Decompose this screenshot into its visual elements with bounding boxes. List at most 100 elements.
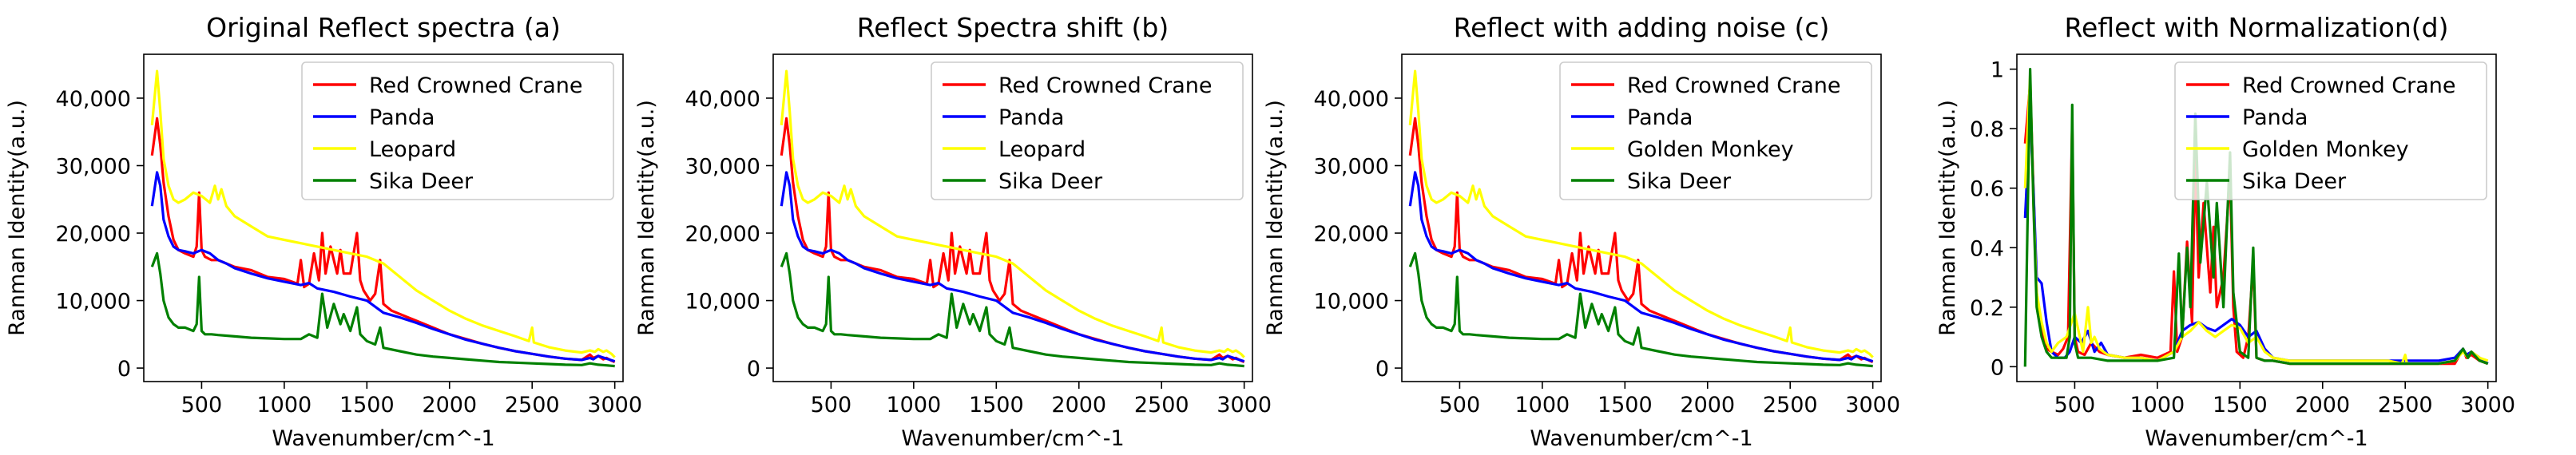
legend-box	[301, 61, 614, 200]
y-axis-label: Ranman Identity(a.u.)	[5, 100, 30, 336]
legend-label: Panda	[369, 105, 435, 130]
legend-label: Golden Monkey	[1627, 137, 1794, 162]
y-tick-label: 0	[1375, 357, 1389, 382]
series-line-sika-deer	[1408, 251, 1873, 368]
y-tick-label: 40,000	[1314, 87, 1389, 112]
x-tick-label: 2000	[1051, 393, 1106, 417]
y-tick-label: 0	[747, 357, 760, 382]
series-line-panda	[150, 171, 616, 363]
x-tick-label: 1000	[2130, 393, 2185, 417]
legend-label: Red Crowned Crane	[369, 73, 583, 98]
y-tick-label: 10,000	[56, 290, 131, 315]
y-axis-label: Ranman Identity(a.u.)	[1263, 100, 1288, 336]
series-line-leopard	[150, 69, 616, 358]
chart-panel-c: 500 1000 1500 2000 2500 3000 0 10,000 20,000 30,0…	[1263, 12, 1900, 451]
y-tick-label: 30,000	[1314, 154, 1389, 179]
x-tick-label: 3000	[587, 393, 642, 417]
x-tick-label: 2000	[422, 393, 477, 417]
legend-label: Leopard	[998, 137, 1086, 162]
legend: Red Crowned Crane Panda Golden Monkey Sika …	[2174, 61, 2487, 200]
legend-label: Panda	[2242, 105, 2308, 130]
y-tick-label: 10,000	[685, 290, 760, 315]
chart-title: Reflect with Normalization(d)	[2065, 12, 2449, 43]
y-tick-label: 0.4	[1970, 236, 2004, 261]
y-tick-label: 20,000	[1314, 222, 1389, 247]
series-line-panda	[1408, 171, 1874, 363]
chart-panel-a: 500 1000 1500 2000 2500 3000 0 10,000 20,000 30,0…	[5, 12, 642, 451]
x-tick-label: 1000	[257, 393, 312, 417]
x-tick-label: 500	[811, 393, 852, 417]
x-tick-label: 3000	[2460, 393, 2515, 417]
series-line-panda	[780, 171, 1245, 363]
y-tick-label: 0	[117, 357, 131, 382]
y-axis-label: Ranman Identity(a.u.)	[1935, 100, 1960, 336]
series-line-sika-deer	[150, 251, 615, 368]
chart-title: Reflect Spectra shift (b)	[857, 12, 1169, 43]
legend-label: Sika Deer	[1627, 169, 1732, 194]
x-axis-label: Wavenumber/cm^-1	[1530, 426, 1752, 451]
legend-label: Panda	[1627, 105, 1693, 130]
x-tick-label: 1500	[1598, 393, 1653, 417]
series-line-golden-monkey	[1408, 69, 1874, 358]
x-tick-label: 500	[1439, 393, 1481, 417]
x-axis-label: Wavenumber/cm^-1	[2145, 426, 2368, 451]
legend-box	[1559, 61, 1872, 200]
y-tick-label: 0.6	[1970, 177, 2004, 202]
x-tick-label: 1000	[887, 393, 942, 417]
legend: Red Crowned Crane Panda Leopard Sika Deer	[301, 61, 614, 200]
y-tick-label: 20,000	[685, 222, 760, 247]
x-tick-label: 500	[2054, 393, 2096, 417]
legend-label: Red Crowned Crane	[998, 73, 1213, 98]
x-tick-label: 1500	[2213, 393, 2268, 417]
x-tick-label: 1500	[969, 393, 1024, 417]
x-axis-label: Wavenumber/cm^-1	[901, 426, 1124, 451]
x-tick-label: 2000	[1680, 393, 1735, 417]
legend-label: Sika Deer	[2242, 169, 2347, 194]
x-tick-label: 1500	[339, 393, 395, 417]
x-axis-label: Wavenumber/cm^-1	[272, 426, 494, 451]
legend-box	[931, 61, 1244, 200]
y-tick-label: 40,000	[56, 87, 131, 112]
series-line-golden-monkey	[2023, 73, 2489, 366]
legend-box	[2174, 61, 2487, 200]
y-tick-label: 0.8	[1970, 117, 2004, 142]
x-tick-label: 2500	[1763, 393, 1818, 417]
x-tick-label: 3000	[1217, 393, 1272, 417]
axes-frame	[772, 53, 1253, 382]
y-tick-label: 40,000	[685, 87, 760, 112]
legend-label: Golden Monkey	[2242, 137, 2409, 162]
chart-panel-d: 500 1000 1500 2000 2500 3000 0 0.2 0.4 0.6 0.8 1 Ref…	[1935, 12, 2515, 451]
series-line-sika-deer	[2023, 68, 2489, 367]
legend-label: Red Crowned Crane	[2242, 73, 2456, 98]
legend: Red Crowned Crane Panda Leopard Sika Deer	[931, 61, 1244, 200]
legend-label: Leopard	[369, 137, 456, 162]
legend: Red Crowned Crane Panda Golden Monkey Sika …	[1559, 61, 1872, 200]
series-line-sika-deer	[780, 251, 1244, 368]
chart-panel-b: 500 1000 1500 2000 2500 3000 0 10,000 20,000 30,0…	[634, 12, 1272, 451]
legend-label: Sika Deer	[998, 169, 1103, 194]
legend-label: Sika Deer	[369, 169, 474, 194]
chart-title: Reflect with adding noise (c)	[1454, 12, 1830, 43]
y-tick-label: 20,000	[56, 222, 131, 247]
x-tick-label: 2500	[2378, 393, 2433, 417]
x-tick-label: 2500	[505, 393, 560, 417]
series-line-leopard	[780, 69, 1245, 358]
chart-title: Original Reflect spectra (a)	[206, 12, 561, 43]
axes-frame	[2016, 53, 2497, 382]
y-tick-label: 10,000	[1314, 290, 1389, 315]
x-tick-label: 3000	[1845, 393, 1900, 417]
axes-frame	[143, 53, 624, 382]
y-tick-label: 30,000	[56, 154, 131, 179]
y-tick-label: 30,000	[685, 154, 760, 179]
y-tick-label: 0	[1991, 355, 2004, 380]
y-axis-label: Ranman Identity(a.u.)	[634, 100, 659, 336]
axes-frame	[1401, 53, 1882, 382]
x-tick-label: 500	[181, 393, 223, 417]
x-tick-label: 2000	[2295, 393, 2350, 417]
y-tick-label: 0.2	[1970, 296, 2004, 321]
x-tick-label: 1000	[1515, 393, 1570, 417]
legend-label: Red Crowned Crane	[1627, 73, 1841, 98]
legend-label: Panda	[998, 105, 1064, 130]
x-tick-label: 2500	[1134, 393, 1189, 417]
